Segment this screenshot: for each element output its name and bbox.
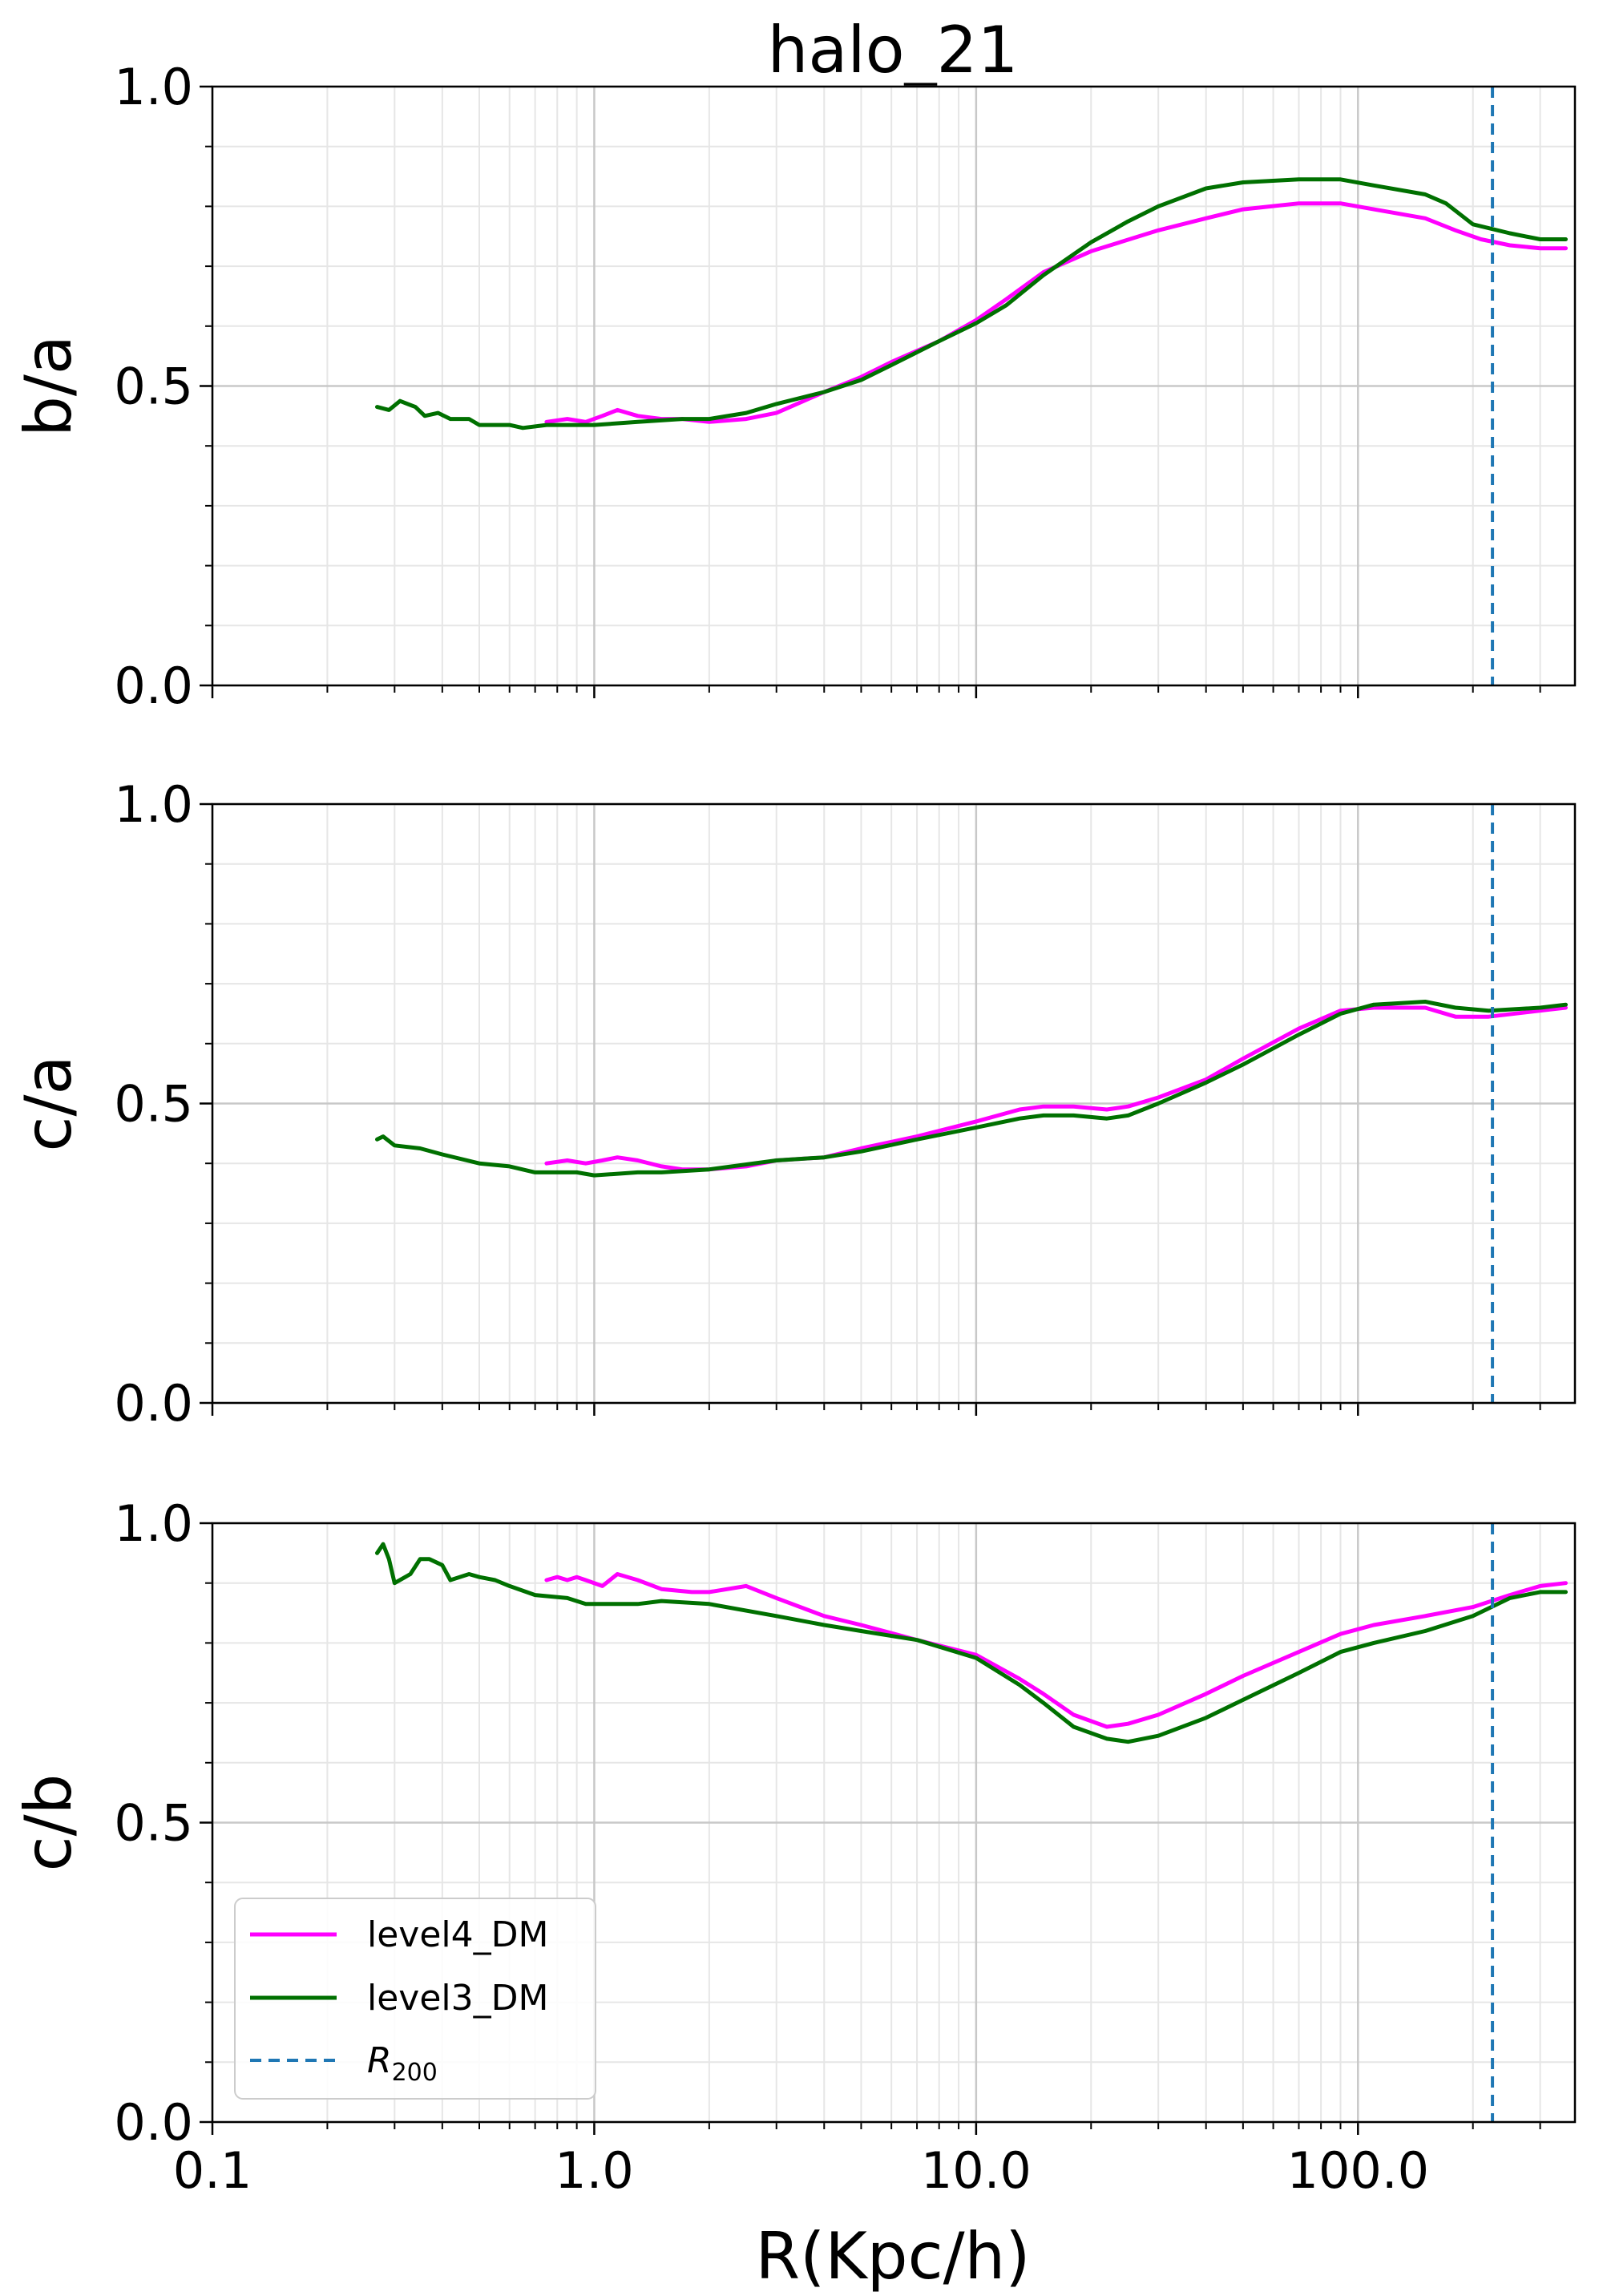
- x-tick-label: 10.0: [921, 2141, 1032, 2200]
- chart-panel-c-over-b: 0.00.51.00.1 1.0 10.0 100.0c/blevel4_DMleve…: [11, 1494, 1577, 2200]
- y-axis-title: c/b: [11, 1774, 86, 1872]
- x-tick-label: 100.0: [1287, 2141, 1430, 2200]
- chart-title: halo_21: [768, 13, 1019, 87]
- series-line-level3_DM: [375, 1000, 1568, 1178]
- legend-box: [234, 1898, 596, 2100]
- y-tick-label: 0.0: [114, 2093, 193, 2152]
- x-tick-label: 0.1: [173, 2141, 252, 2200]
- y-tick-label: 0.0: [114, 1374, 193, 1433]
- x-tick-label: 1.0: [555, 2141, 634, 2200]
- series-line-level3_DM: [375, 177, 1568, 430]
- y-axis-title: c/a: [11, 1056, 86, 1152]
- y-tick-label: 1.0: [114, 1494, 193, 1553]
- series-line-level3_DM: [375, 1542, 1568, 1744]
- legend-label: level4_DM: [367, 1914, 548, 1955]
- series-line-level4_DM: [544, 1005, 1568, 1172]
- y-tick-label: 0.5: [114, 358, 193, 416]
- plot-frame: [211, 802, 1577, 1405]
- chart-panel-b-over-a: 0.0 0.5 1.0 b/a: [11, 58, 1577, 715]
- y-tick-label: 0.5: [114, 1075, 193, 1134]
- y-tick-label: 0.0: [114, 657, 193, 715]
- legend: level4_DM level3_DM R200: [234, 1898, 596, 2100]
- legend-label: level3_DM: [367, 1978, 548, 2019]
- chart-panel-c-over-a: 0.0 0.5 1.0 c/a: [11, 775, 1577, 1433]
- legend-label-main: R: [367, 2040, 392, 2081]
- x-axis-title: R(Kpc/h): [756, 2219, 1031, 2294]
- legend-label: R200: [367, 2040, 438, 2087]
- y-tick-label: 0.5: [114, 1794, 193, 1853]
- series-line-level4_DM: [544, 201, 1568, 424]
- y-axis-title: b/a: [11, 335, 86, 437]
- y-tick-label: 1.0: [114, 775, 193, 834]
- plot-frame: [211, 85, 1577, 687]
- series-line-level4_DM: [544, 1572, 1568, 1729]
- y-tick-label: 1.0: [114, 58, 193, 116]
- plot-frame: [211, 1522, 1577, 2124]
- legend-label-subscript: 200: [392, 2059, 438, 2087]
